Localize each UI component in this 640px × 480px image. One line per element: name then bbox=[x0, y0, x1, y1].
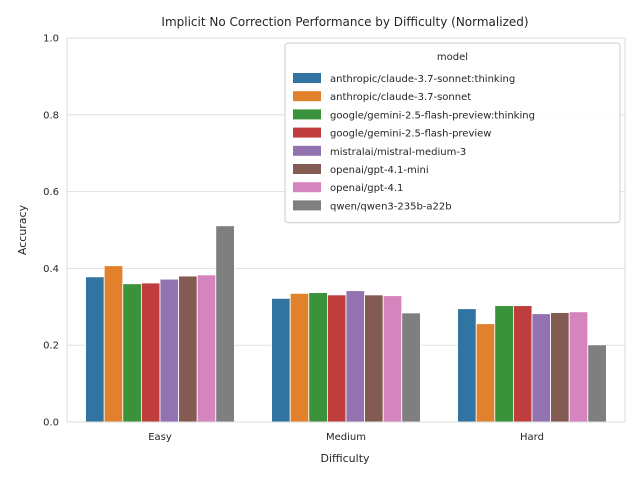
x-tick-label: Hard bbox=[520, 432, 544, 443]
y-tick-label: 0.6 bbox=[43, 187, 59, 198]
bar bbox=[159, 278, 180, 423]
bar bbox=[308, 292, 328, 423]
bar bbox=[271, 297, 291, 423]
bar bbox=[178, 275, 198, 423]
y-tick-label: 0.8 bbox=[43, 110, 59, 121]
bar bbox=[587, 344, 607, 423]
legend-frame bbox=[284, 42, 621, 224]
legend-entry: mistralai/mistral-medium-3 bbox=[330, 147, 466, 158]
legend-entry: google/gemini-2.5-flash-preview bbox=[330, 129, 492, 140]
legend-swatch bbox=[293, 91, 321, 102]
x-tick-label: Easy bbox=[148, 432, 172, 443]
legend-entry: qwen/qwen3-235b-a22b bbox=[330, 201, 452, 212]
y-tick-label: 0.2 bbox=[43, 341, 59, 352]
bar bbox=[513, 305, 533, 423]
legend-entry: anthropic/claude-3.7-sonnet:thinking bbox=[330, 74, 515, 85]
legend-entry: google/gemini-2.5-flash-preview:thinking bbox=[330, 110, 535, 121]
chart-title: Implicit No Correction Performance by Di… bbox=[161, 15, 528, 29]
y-tick-label: 1.0 bbox=[43, 34, 59, 45]
axes-layer: 0.0 0.2 0.4 0.6 0.8 1.0 Easy Medium Hard bbox=[43, 34, 626, 443]
bar bbox=[215, 225, 235, 423]
x-axis-label: Difficulty bbox=[320, 452, 370, 465]
legend-swatch bbox=[293, 127, 321, 138]
bar bbox=[531, 313, 552, 423]
legend-entry: openai/gpt-4.1 bbox=[330, 183, 403, 194]
bar bbox=[140, 282, 161, 423]
bar bbox=[401, 312, 421, 423]
bar bbox=[550, 312, 570, 423]
bar bbox=[494, 305, 514, 423]
bar bbox=[85, 276, 105, 423]
bar bbox=[196, 274, 217, 423]
legend: model anthropic/claude-3.7-sonnet:thinkin… bbox=[284, 42, 621, 224]
y-tick-label: 0.4 bbox=[43, 264, 59, 275]
bar bbox=[345, 290, 366, 423]
bar bbox=[103, 265, 124, 423]
legend-swatch bbox=[293, 73, 321, 83]
bar bbox=[326, 294, 347, 423]
legend-swatch bbox=[293, 145, 321, 156]
legend-swatch bbox=[293, 109, 321, 120]
legend-swatch bbox=[293, 182, 321, 193]
bar bbox=[568, 311, 589, 423]
legend-entry: openai/gpt-4.1-mini bbox=[330, 165, 429, 176]
y-axis-label: Accuracy bbox=[16, 204, 29, 255]
legend-title: model bbox=[437, 52, 468, 63]
legend-entry: anthropic/claude-3.7-sonnet bbox=[330, 92, 471, 103]
bar bbox=[289, 292, 310, 423]
legend-swatch bbox=[293, 200, 321, 211]
bar bbox=[457, 308, 477, 423]
bar bbox=[382, 295, 403, 423]
bars-layer bbox=[85, 225, 607, 423]
y-tick-label: 0.0 bbox=[43, 418, 59, 429]
bar bbox=[475, 323, 496, 423]
plot-frame bbox=[66, 37, 626, 423]
bar bbox=[122, 283, 142, 423]
bar bbox=[364, 294, 384, 423]
x-tick-label: Medium bbox=[326, 432, 366, 443]
legend-swatch bbox=[293, 164, 321, 174]
